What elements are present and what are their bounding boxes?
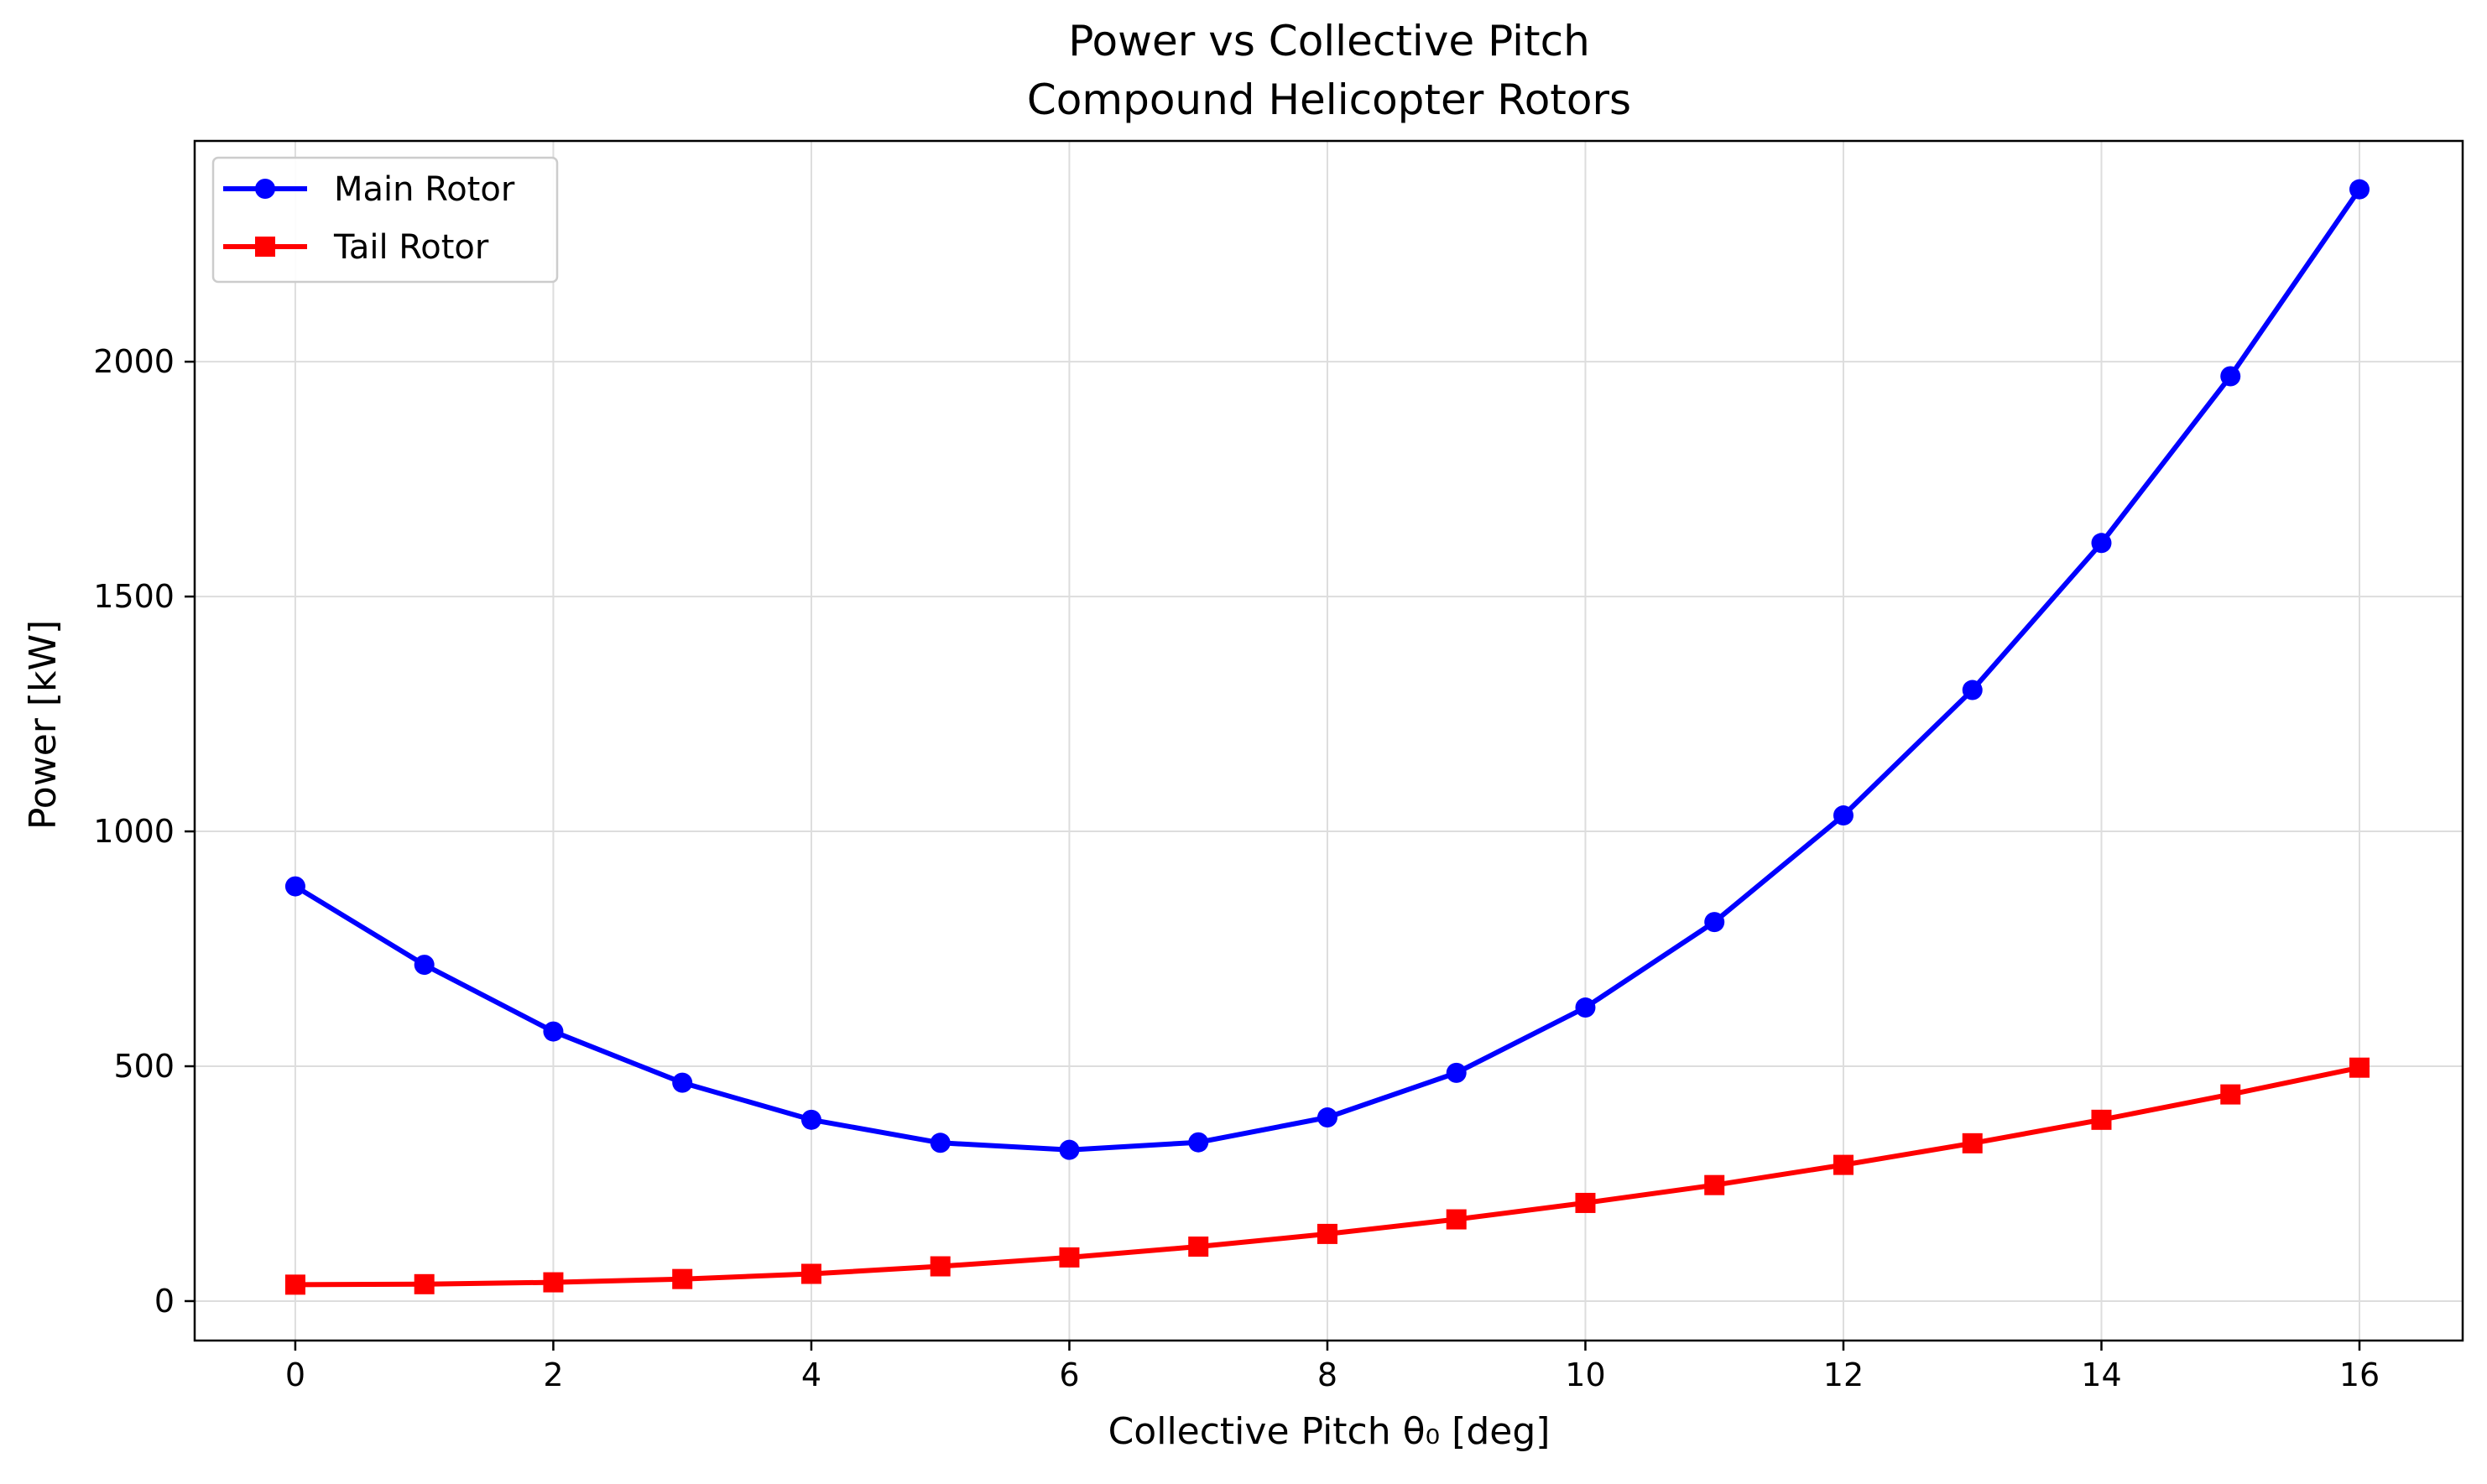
main-rotor-point [800, 1109, 821, 1130]
legend-main-rotor-label: Main Rotor [334, 170, 515, 209]
tail-rotor-point [1962, 1133, 1983, 1153]
legend-main-rotor-marker [255, 179, 275, 199]
gridlines [195, 141, 2463, 1341]
main-rotor-point [930, 1133, 951, 1153]
x-tick-label: 10 [1565, 1356, 1605, 1393]
tail-rotor-point [414, 1273, 435, 1294]
y-tick-label: 1500 [93, 578, 175, 615]
main-rotor-point [1188, 1132, 1209, 1153]
y-tick-label: 500 [113, 1048, 175, 1085]
main-rotor-point [2091, 533, 2112, 554]
tail-rotor-point [1446, 1209, 1467, 1230]
tail-rotor-point [672, 1268, 693, 1289]
x-tick-label: 14 [2081, 1356, 2121, 1393]
main-rotor-point [1962, 680, 1983, 700]
tail-rotor-point [1059, 1247, 1080, 1268]
tail-rotor-point [1575, 1192, 1596, 1213]
tail-rotor-point [2349, 1057, 2370, 1078]
legend-tail-rotor-label: Tail Rotor [333, 228, 489, 267]
main-rotor-point [1833, 805, 1854, 826]
tail-rotor-point [284, 1274, 305, 1295]
main-rotor-point [1446, 1062, 1467, 1083]
main-rotor-point [284, 876, 305, 897]
y-tick-label: 0 [154, 1283, 175, 1320]
main-rotor-point [543, 1021, 564, 1042]
tail-rotor-point [1833, 1154, 1854, 1175]
tail-rotor-point [1316, 1223, 1337, 1244]
tail-rotor-point [543, 1272, 564, 1293]
x-axis-label: Collective Pitch θ₀ [deg] [1108, 1410, 1551, 1453]
main-rotor-point [1316, 1107, 1337, 1128]
main-rotor-point [1059, 1139, 1080, 1160]
tail-rotor-point [1188, 1237, 1209, 1257]
main-rotor-point [414, 955, 435, 976]
legend-tail-rotor-marker [255, 237, 275, 257]
tail-rotor-point [1704, 1174, 1725, 1195]
y-tick-label: 1000 [93, 813, 175, 850]
y-axis-label: Power [kW] [22, 620, 65, 830]
tail-rotor-point [2091, 1109, 2112, 1130]
main-rotor-point [672, 1072, 693, 1093]
chart-subtitle: Compound Helicopter Rotors [1027, 76, 1631, 124]
tail-rotor-point [930, 1256, 951, 1277]
tail-rotor-point [2220, 1084, 2241, 1105]
y-tick-label: 2000 [93, 343, 175, 380]
main-rotor-point [1704, 912, 1725, 933]
x-tick-label: 12 [1823, 1356, 1864, 1393]
x-tick-label: 8 [1317, 1356, 1337, 1393]
main-rotor-point [2220, 366, 2241, 387]
x-tick-label: 6 [1059, 1356, 1079, 1393]
x-tick-label: 16 [2339, 1356, 2380, 1393]
x-tick-label: 4 [801, 1356, 821, 1393]
chart-title: Power vs Collective Pitch [1068, 17, 1590, 65]
legend: Main Rotor Tail Rotor [211, 156, 559, 284]
plot-frame [193, 139, 2464, 1342]
ticks: 0 2 4 6 8 10 12 14 16 0 500 1000 1500 2000 [93, 343, 2380, 1393]
x-tick-label: 2 [543, 1356, 563, 1393]
x-tick-label: 0 [285, 1356, 305, 1393]
main-rotor-point [1575, 997, 1596, 1018]
main-rotor-point [2349, 179, 2370, 200]
tail-rotor-point [800, 1263, 821, 1284]
series-layer [284, 179, 2370, 1295]
